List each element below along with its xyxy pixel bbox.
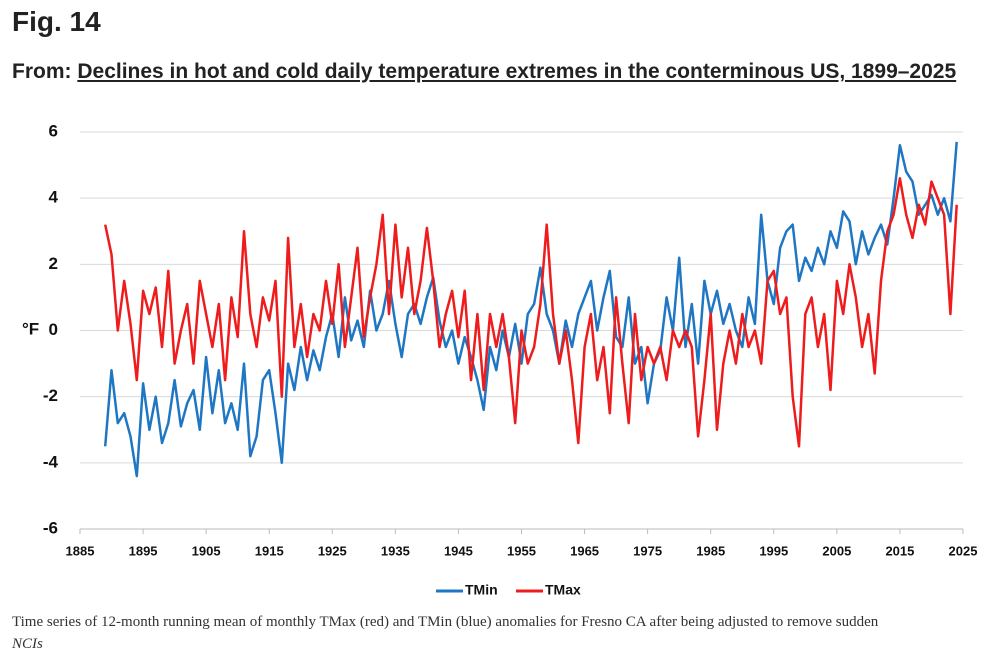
y-tick-label: -4 <box>43 452 59 471</box>
series-line <box>103 177 958 448</box>
y-tick-label: 0 <box>49 320 58 339</box>
x-tick-label: 2005 <box>822 543 851 558</box>
legend-label: TMax <box>545 582 581 598</box>
x-tick-label: 1905 <box>192 543 221 558</box>
y-tick-label: 2 <box>49 254 58 273</box>
caption: Time series of 12-month running mean of … <box>12 611 987 655</box>
caption-italic: NCIs <box>12 636 43 652</box>
x-tick-label: 1925 <box>318 543 347 558</box>
chart: °F -6 -4 -2 0 2 4 6 1885 1895 1905 1915 1925 1935 194… <box>22 121 978 598</box>
x-tick-label: 2015 <box>885 543 914 558</box>
x-tick-label: 1965 <box>570 543 599 558</box>
x-tick-label: 1935 <box>381 543 410 558</box>
series-line <box>103 141 958 478</box>
x-tick-label: 1915 <box>255 543 284 558</box>
y-tick-label: 4 <box>49 188 59 207</box>
heading: From: Declines in hot and cold daily tem… <box>12 58 972 85</box>
x-tick-label: 1955 <box>507 543 536 558</box>
x-tick-label: 1885 <box>66 543 95 558</box>
x-tick-label: 1995 <box>759 543 788 558</box>
x-tick-label: 1945 <box>444 543 473 558</box>
legend-label: TMin <box>465 582 498 598</box>
from-label: From: <box>12 60 72 83</box>
y-axis-label: °F <box>22 319 39 338</box>
y-tick-label: -6 <box>43 518 58 537</box>
x-tick-label: 1975 <box>633 543 662 558</box>
y-tick-label: 6 <box>49 121 58 140</box>
x-tick-label: 1985 <box>696 543 725 558</box>
x-tick-label: 1895 <box>129 543 158 558</box>
x-tick-label: 2025 <box>949 543 978 558</box>
caption-text: Time series of 12-month running mean of … <box>12 614 879 630</box>
y-tick-label: -2 <box>43 386 58 405</box>
article-link[interactable]: Declines in hot and cold daily temperatu… <box>77 60 957 83</box>
figure-label: Fig. 14 <box>12 6 101 37</box>
